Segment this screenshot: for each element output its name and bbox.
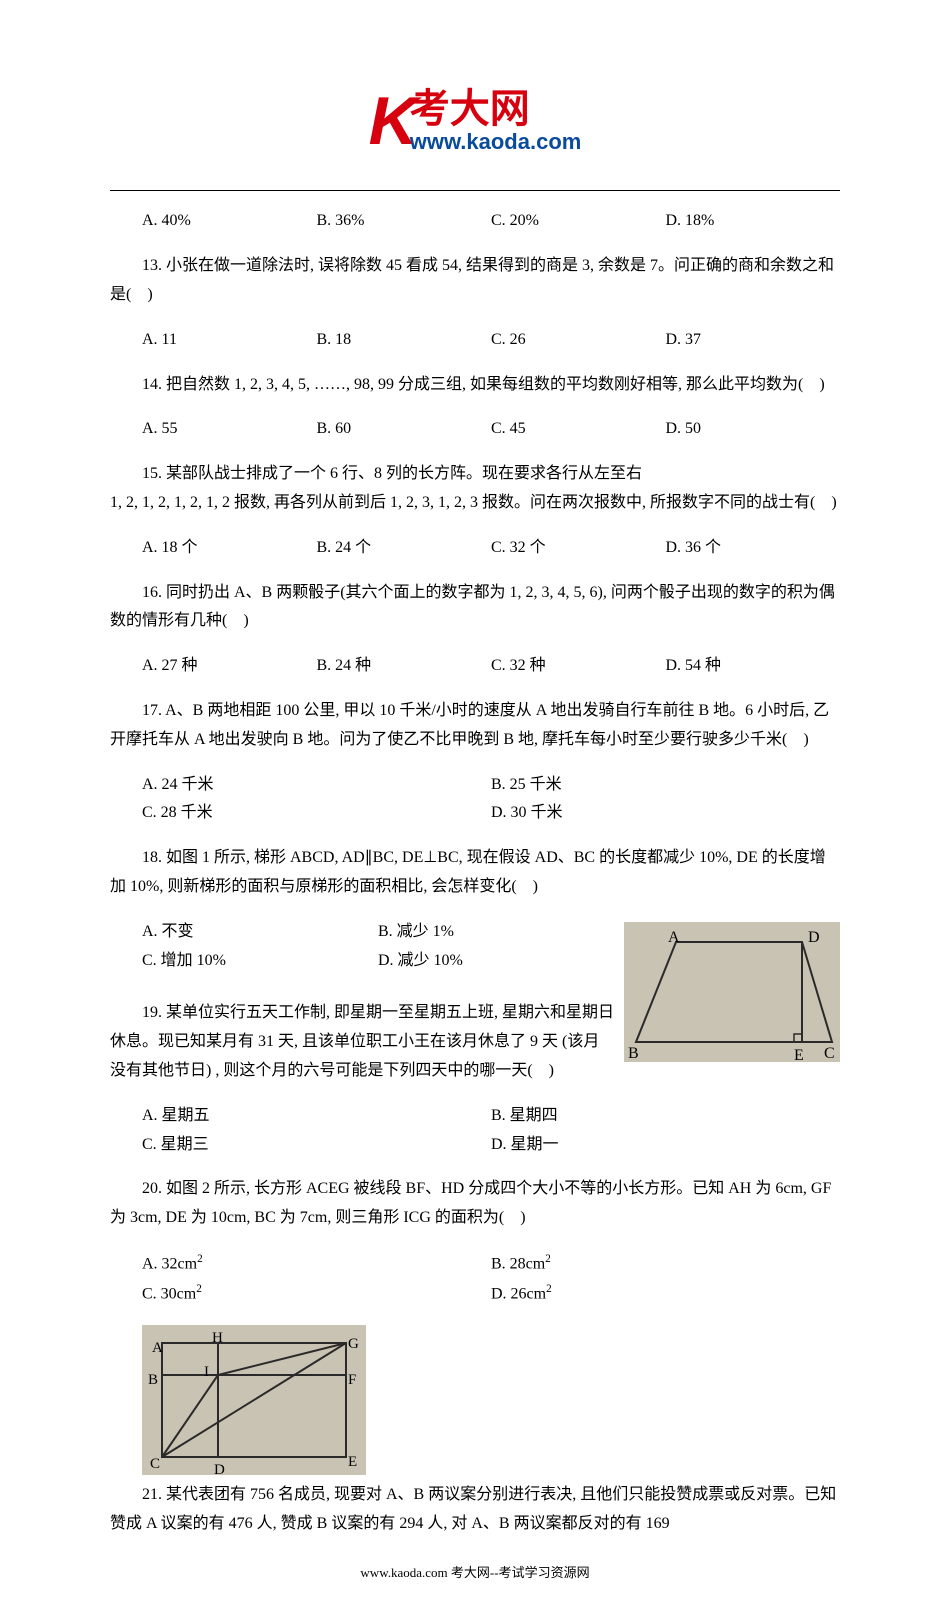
q19-opt-b: B. 星期四 — [491, 1102, 840, 1131]
q20-opt-d: D. 26cm2 — [491, 1279, 840, 1309]
q18-text: 18. 如图 1 所示, 梯形 ABCD, AD∥BC, DE⊥BC, 现在假设… — [110, 844, 840, 902]
q19-opt-c: C. 星期三 — [142, 1131, 491, 1160]
q15-text1: 15. 某部队战士排成了一个 6 行、8 列的长方阵。现在要求各行从左至右 — [110, 460, 840, 489]
q12-options: A. 40% B. 36% C. 20% D. 18% — [142, 207, 840, 236]
q15-opt-c: C. 32 个 — [491, 534, 666, 563]
q19-options: A. 星期五 B. 星期四 C. 星期三 D. 星期一 — [142, 1102, 840, 1160]
divider — [110, 190, 840, 191]
fig2-label-f: F — [348, 1367, 356, 1394]
fig2-label-i: I — [204, 1359, 209, 1386]
q21-text: 21. 某代表团有 756 名成员, 现要对 A、B 两议案分别进行表决, 且他… — [110, 1481, 840, 1539]
fig1-label-e: E — [794, 1042, 804, 1071]
q14-text: 14. 把自然数 1, 2, 3, 4, 5, ……, 98, 99 分成三组,… — [110, 371, 840, 400]
q13-opt-b: B. 18 — [317, 326, 492, 355]
q14-opt-c: C. 45 — [491, 415, 666, 444]
q16-opt-a: A. 27 种 — [142, 652, 317, 681]
fig1-label-c: C — [824, 1040, 835, 1069]
q20-opt-a: A. 32cm2 — [142, 1249, 491, 1279]
fig2-label-b: B — [148, 1367, 158, 1394]
q17-options: A. 24 千米 B. 25 千米 C. 28 千米 D. 30 千米 — [142, 771, 840, 829]
q15-options: A. 18 个 B. 24 个 C. 32 个 D. 36 个 — [142, 534, 840, 563]
q12-opt-a: A. 40% — [142, 207, 317, 236]
q12-opt-d: D. 18% — [666, 207, 841, 236]
q17-text: 17. A、B 两地相距 100 公里, 甲以 10 千米/小时的速度从 A 地… — [110, 697, 840, 755]
q20-text: 20. 如图 2 所示, 长方形 ACEG 被线段 BF、HD 分成四个大小不等… — [110, 1175, 840, 1233]
fig2-label-g: G — [348, 1331, 359, 1358]
q12-opt-c: C. 20% — [491, 207, 666, 236]
q16-text: 16. 同时扔出 A、B 两颗骰子(其六个面上的数字都为 1, 2, 3, 4,… — [110, 579, 840, 637]
q13-opt-a: A. 11 — [142, 326, 317, 355]
q16-opt-c: C. 32 种 — [491, 652, 666, 681]
logo: K 考大网 www.kaoda.com — [110, 60, 840, 182]
q15-opt-d: D. 36 个 — [666, 534, 841, 563]
q13-opt-c: C. 26 — [491, 326, 666, 355]
q18-opt-a: A. 不变 — [142, 918, 378, 947]
q18-opt-d: D. 减少 10% — [378, 947, 614, 976]
q16-opt-b: B. 24 种 — [317, 652, 492, 681]
q18-opt-c: C. 增加 10% — [142, 947, 378, 976]
q20-opt-b: B. 28cm2 — [491, 1249, 840, 1279]
fig2-label-a: A — [152, 1335, 163, 1362]
q16-opt-d: D. 54 种 — [666, 652, 841, 681]
fig1-label-d: D — [808, 924, 820, 953]
q13-text: 13. 小张在做一道除法时, 误将除数 45 看成 54, 结果得到的商是 3,… — [110, 252, 840, 310]
fig1-label-b: B — [628, 1040, 639, 1069]
q12-opt-b: B. 36% — [317, 207, 492, 236]
q18-opt-b: B. 减少 1% — [378, 918, 614, 947]
q19-opt-d: D. 星期一 — [491, 1131, 840, 1160]
q13-options: A. 11 B. 18 C. 26 D. 37 — [142, 326, 840, 355]
q20-options: A. 32cm2 B. 28cm2 C. 30cm2 D. 26cm2 — [142, 1249, 840, 1309]
q13-opt-d: D. 37 — [666, 326, 841, 355]
q15-text2: 1, 2, 1, 2, 1, 2, 1, 2 报数, 再各列从前到后 1, 2,… — [110, 489, 840, 518]
q14-opt-d: D. 50 — [666, 415, 841, 444]
fig2-label-h: H — [212, 1325, 223, 1352]
q17-opt-b: B. 25 千米 — [491, 771, 840, 800]
fig2-label-c: C — [150, 1451, 160, 1478]
q14-options: A. 55 B. 60 C. 45 D. 50 — [142, 415, 840, 444]
footer-text: www.kaoda.com 考大网--考试学习资源网 — [110, 1561, 840, 1584]
q15-opt-a: A. 18 个 — [142, 534, 317, 563]
q17-opt-a: A. 24 千米 — [142, 771, 491, 800]
q17-opt-c: C. 28 千米 — [142, 799, 491, 828]
fig2-label-d: D — [214, 1457, 225, 1484]
q20-opt-c: C. 30cm2 — [142, 1279, 491, 1309]
q17-opt-d: D. 30 千米 — [491, 799, 840, 828]
fig2-label-e: E — [348, 1449, 357, 1476]
q18-options: A. 不变 B. 减少 1% C. 增加 10% D. 减少 10% — [142, 918, 614, 976]
logo-k: K — [369, 60, 414, 182]
q14-opt-b: B. 60 — [317, 415, 492, 444]
fig1-label-a: A — [668, 924, 680, 953]
figure-1-trapezoid: A D B E C — [624, 922, 840, 1062]
q15-opt-b: B. 24 个 — [317, 534, 492, 563]
figure-2-rectangle: A H G B I F C D E — [142, 1325, 366, 1475]
q16-options: A. 27 种 B. 24 种 C. 32 种 D. 54 种 — [142, 652, 840, 681]
q19-opt-a: A. 星期五 — [142, 1102, 491, 1131]
q14-opt-a: A. 55 — [142, 415, 317, 444]
logo-url: www.kaoda.com — [410, 131, 582, 153]
logo-cn: 考大网 — [410, 89, 530, 129]
